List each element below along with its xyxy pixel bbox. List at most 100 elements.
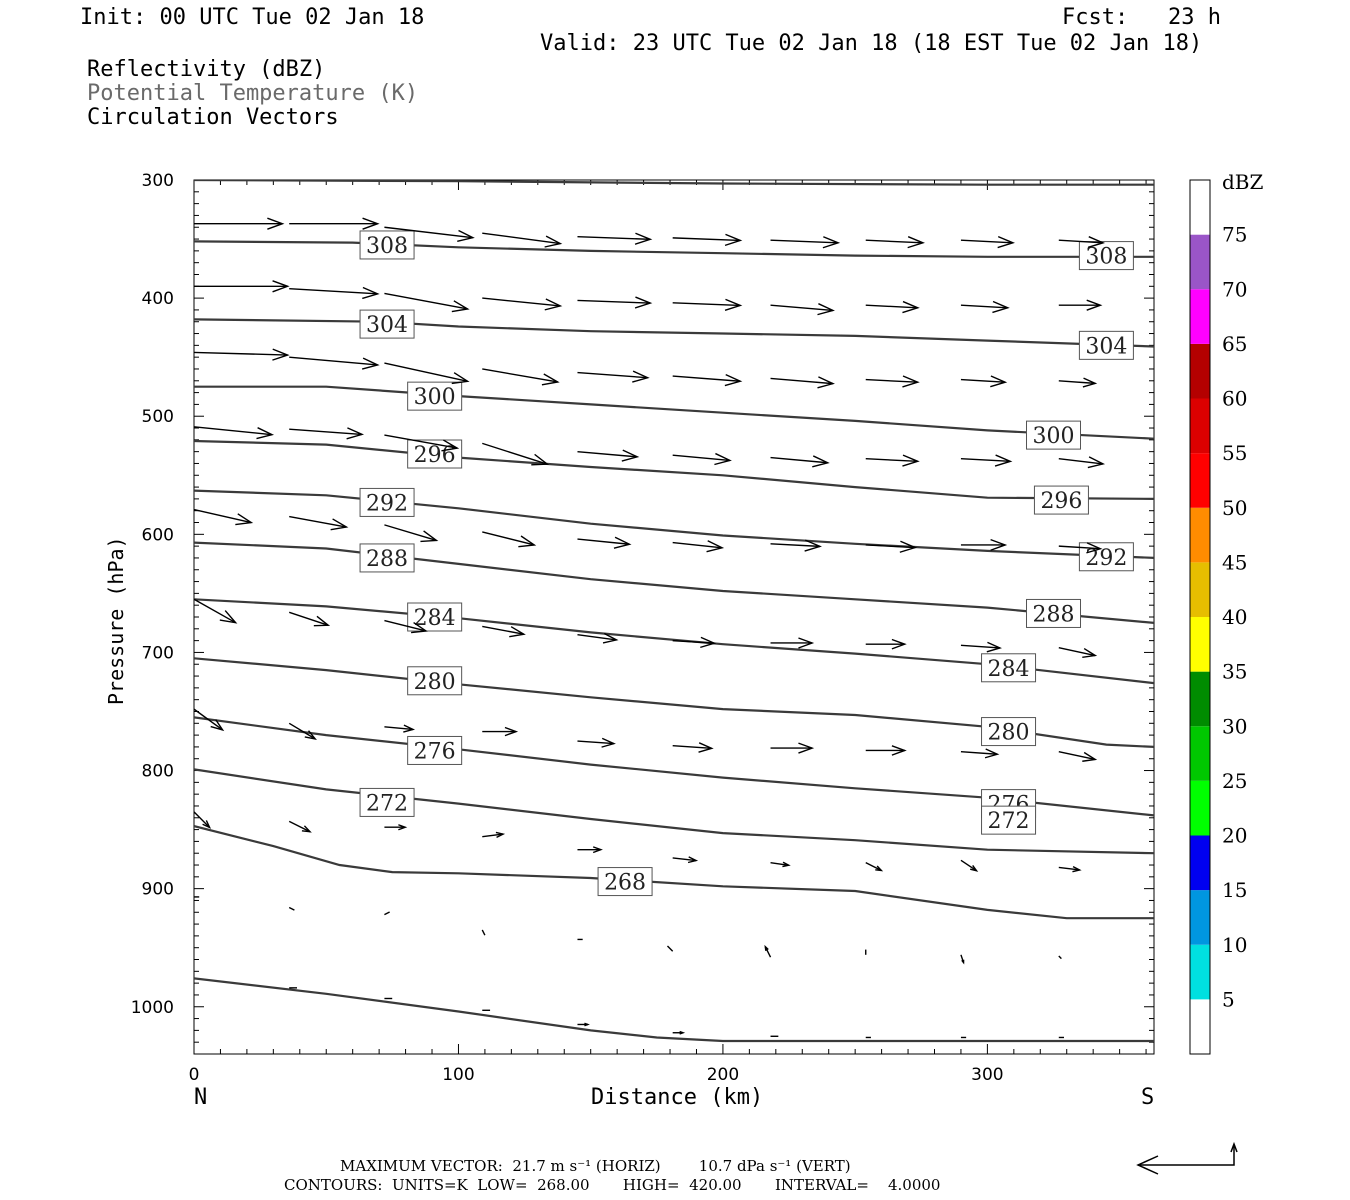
theta-contour-268 [194, 825, 1154, 920]
field-potential-temperature: Potential Temperature (K) [87, 81, 419, 106]
colorbar-tick-label: 65 [1222, 332, 1247, 356]
circulation-vector [865, 540, 918, 553]
circulation-vector [1058, 377, 1098, 388]
circulation-vector [865, 862, 884, 872]
forecast-hour: Fcst: 23 h [1062, 5, 1221, 30]
circulation-vector [1058, 866, 1082, 873]
circulation-vector [865, 236, 925, 249]
circulation-vector [384, 824, 408, 831]
circulation-vector [1058, 456, 1106, 469]
colorbar-tick-label: 75 [1222, 223, 1247, 247]
circulation-vector [193, 508, 254, 526]
contour-label-300: 300 [1033, 424, 1075, 449]
theta-contour-296 [194, 439, 1154, 500]
max-vector-note: MAXIMUM VECTOR: 21.7 m s⁻¹ (HORIZ) 10.7 … [340, 1157, 851, 1175]
circulation-vector [960, 235, 1015, 249]
circulation-vector [384, 724, 416, 733]
colorbar-tick-label: 40 [1222, 605, 1247, 629]
colorbar-tick-label: 30 [1222, 714, 1247, 738]
circulation-vector [865, 300, 920, 314]
circulation-vector [482, 297, 563, 311]
circulation-vector [960, 641, 1002, 653]
circulation-vector [289, 356, 380, 370]
circulation-vector [194, 280, 290, 293]
circulation-vector [666, 945, 674, 952]
contour-label-box [1026, 420, 1082, 450]
colorbar-unit-label: dBZ [1222, 170, 1264, 194]
contour-label-268: 268 [604, 871, 646, 896]
contour-label-292: 292 [366, 491, 408, 516]
colorbar-segment [1190, 999, 1210, 1054]
theta-contour-288 [194, 541, 1154, 624]
colorbar-tick-label: 5 [1222, 987, 1235, 1011]
x-axis-right-end-label: S [1141, 1085, 1155, 1110]
contour-label-box [1033, 485, 1089, 515]
colorbar-tick-label: 50 [1222, 496, 1247, 520]
theta-contour-300 [194, 385, 1154, 440]
circulation-vector [384, 434, 460, 452]
circulation-vector [384, 226, 475, 243]
circulation-vector [577, 1022, 590, 1027]
colorbar-segment [1190, 780, 1210, 836]
x-axis-left-end-label: N [194, 1085, 208, 1110]
y-tick-label: 900 [142, 880, 174, 900]
colorbar-tick-label: 55 [1222, 441, 1247, 465]
circulation-vector [288, 611, 331, 627]
circulation-vector [193, 708, 225, 732]
contour-label-box [359, 230, 415, 260]
circulation-vector [1058, 955, 1062, 960]
circulation-vector [770, 236, 841, 249]
colorbar-segment [1190, 234, 1210, 290]
theta-contour-272 [194, 768, 1154, 855]
circulation-vector [288, 906, 295, 911]
colorbar-segment [1190, 289, 1210, 344]
circulation-vector [288, 820, 312, 833]
x-axis-label: Distance (km) [591, 1085, 764, 1110]
theta-contour-264 [194, 977, 1154, 1043]
circulation-vector [481, 929, 486, 936]
contour-label-272: 272 [988, 809, 1030, 834]
circulation-vector [289, 515, 349, 531]
circulation-vector [193, 348, 290, 361]
circulation-vector [577, 536, 632, 549]
circulation-vector [384, 524, 439, 543]
x-tick-label: 100 [442, 1065, 474, 1085]
contour-label-296: 296 [1040, 489, 1082, 514]
circulation-vector [865, 454, 920, 467]
colorbar-segment [1190, 343, 1210, 399]
contour-label-308: 308 [1085, 245, 1127, 270]
colorbar-tick-label: 60 [1222, 387, 1247, 411]
colorbar-segment [1190, 835, 1210, 891]
colorbar-segment [1190, 453, 1210, 508]
reference-vector-head-horizontal [1136, 1155, 1159, 1175]
theta-contour-280 [194, 657, 1154, 748]
circulation-vector [193, 598, 238, 624]
circulation-vector [1058, 236, 1106, 248]
contour-label-280: 280 [414, 670, 456, 695]
colorbar-tick-label: 45 [1222, 550, 1247, 574]
contours-note: CONTOURS: UNITS=K LOW= 268.00 HIGH= 420.… [284, 1176, 941, 1194]
contour-label-box [1026, 598, 1082, 628]
y-tick-label: 400 [142, 289, 174, 309]
circulation-vector [289, 427, 365, 440]
colorbar-frame [1189, 179, 1211, 1055]
y-axis-label: Pressure (hPa) [104, 536, 128, 705]
circulation-vector [482, 831, 506, 839]
colorbar-tick-label: 70 [1222, 277, 1247, 301]
colorbar-tick-label: 10 [1222, 933, 1247, 957]
y-tick-label: 300 [142, 171, 174, 191]
theta-contour-312 [194, 180, 1154, 186]
colorbar-segment [1190, 890, 1210, 945]
circulation-vector [482, 726, 519, 737]
circulation-vector [577, 632, 619, 644]
circulation-vector [1058, 299, 1103, 311]
circulation-vector [482, 625, 526, 638]
colorbar-segment [1190, 617, 1210, 672]
reference-vector-head-vertical [1230, 1141, 1238, 1153]
circulation-vector [770, 861, 791, 868]
circulation-vector [577, 296, 653, 309]
circulation-vector [960, 300, 1010, 314]
circulation-vector [577, 449, 640, 462]
contour-label-300: 300 [414, 385, 456, 410]
circulation-vector [289, 286, 380, 300]
